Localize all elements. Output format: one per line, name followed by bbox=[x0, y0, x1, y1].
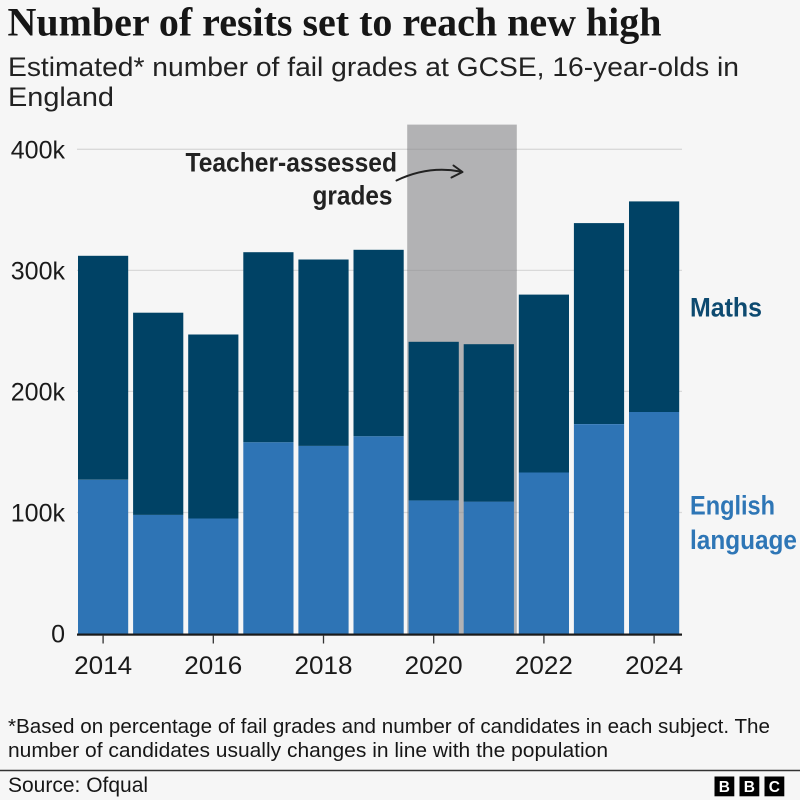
svg-text:200k: 200k bbox=[11, 378, 66, 406]
svg-text:English: English bbox=[690, 491, 775, 521]
svg-text:Source: Ofqual: Source: Ofqual bbox=[8, 774, 148, 797]
svg-text:C: C bbox=[769, 779, 780, 796]
svg-text:100k: 100k bbox=[11, 500, 66, 528]
svg-text:Teacher-assessed: Teacher-assessed bbox=[186, 148, 398, 178]
svg-text:B: B bbox=[744, 779, 755, 796]
svg-text:grades: grades bbox=[313, 181, 393, 211]
svg-text:Number of resits set to reach: Number of resits set to reach new high bbox=[8, 0, 662, 45]
svg-text:400k: 400k bbox=[11, 136, 66, 164]
svg-text:Estimated* number of fail grad: Estimated* number of fail grades at GCSE… bbox=[8, 52, 739, 82]
svg-text:England: England bbox=[8, 82, 114, 112]
svg-text:300k: 300k bbox=[11, 257, 66, 285]
svg-text:2014: 2014 bbox=[74, 652, 132, 680]
svg-text:2024: 2024 bbox=[625, 652, 683, 680]
svg-text:0: 0 bbox=[51, 621, 65, 649]
svg-text:2016: 2016 bbox=[184, 652, 242, 680]
svg-text:number of candidates usually c: number of candidates usually changes in … bbox=[8, 740, 608, 762]
svg-text:2022: 2022 bbox=[515, 652, 573, 680]
svg-text:Maths: Maths bbox=[690, 293, 762, 323]
svg-text:2020: 2020 bbox=[405, 652, 463, 680]
svg-text:language: language bbox=[690, 525, 797, 555]
svg-text:B: B bbox=[719, 779, 730, 796]
svg-text:2018: 2018 bbox=[295, 652, 353, 680]
svg-text:*Based on percentage of fail g: *Based on percentage of fail grades and … bbox=[8, 716, 770, 738]
